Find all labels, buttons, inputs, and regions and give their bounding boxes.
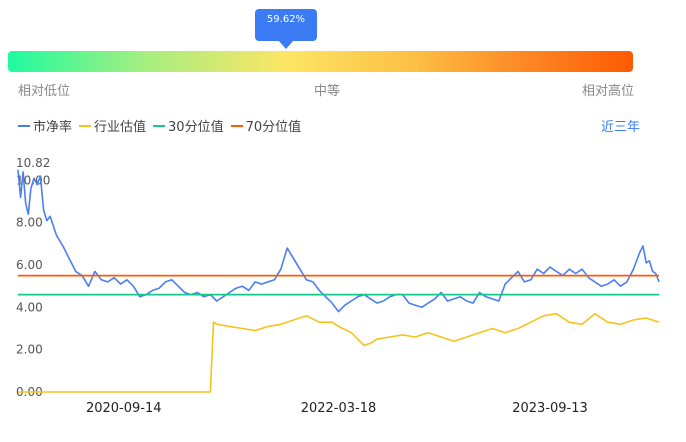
gauge-mid-label: 中等 bbox=[314, 84, 341, 99]
y-tick-label: 10.82 bbox=[16, 156, 50, 170]
percentile-gauge-bar bbox=[8, 51, 633, 72]
legend-swatch-p30 bbox=[153, 124, 166, 127]
range-selector-button[interactable]: 近三年 bbox=[600, 120, 640, 135]
pb-line-chart: 0.002.004.006.008.0010.0010.822020-09-14… bbox=[16, 156, 660, 416]
legend-item-industry[interactable]: 行业估值 bbox=[79, 116, 146, 135]
y-tick-label: 8.00 bbox=[16, 216, 43, 230]
percentile-tooltip: 59.62% bbox=[255, 9, 317, 49]
gauge-low-label: 相对低位 bbox=[18, 84, 71, 99]
legend-item-pb[interactable]: 市净率 bbox=[18, 116, 72, 135]
legend-label-industry: 行业估值 bbox=[94, 120, 147, 135]
chart-legend: 市净率 行业估值 30分位值 70分位值 bbox=[18, 116, 308, 135]
legend-label-pb: 市净率 bbox=[33, 120, 73, 135]
x-tick-label: 2020-09-14 bbox=[86, 401, 162, 416]
y-tick-label: 6.00 bbox=[16, 258, 43, 272]
gauge-high-label: 相对高位 bbox=[582, 84, 635, 99]
x-tick-label: 2023-09-13 bbox=[512, 401, 588, 416]
legend-item-p70[interactable]: 70分位值 bbox=[230, 116, 302, 135]
y-tick-label: 4.00 bbox=[16, 300, 43, 314]
y-tick-label: 2.00 bbox=[16, 343, 43, 357]
legend-swatch-industry bbox=[79, 124, 92, 127]
legend-swatch-p70 bbox=[230, 124, 243, 127]
legend-label-p70: 70分位值 bbox=[245, 120, 302, 135]
series-line-industry bbox=[18, 312, 660, 393]
x-tick-label: 2022-03-18 bbox=[301, 401, 377, 416]
legend-label-p30: 30分位值 bbox=[168, 120, 224, 135]
legend-swatch-pb bbox=[18, 124, 30, 127]
legend-item-p30[interactable]: 30分位值 bbox=[153, 116, 224, 135]
series-line-pb bbox=[17, 169, 660, 313]
